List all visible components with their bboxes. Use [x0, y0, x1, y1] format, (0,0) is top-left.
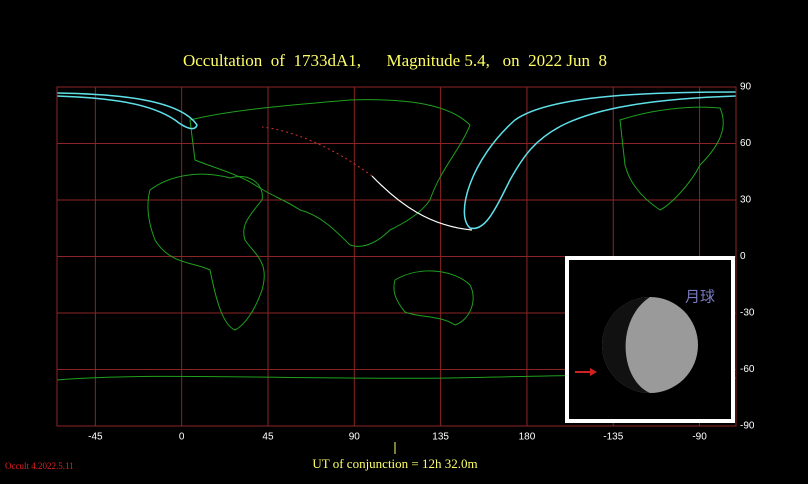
- x-tick-label: 180: [519, 432, 536, 443]
- x-tick-label: -45: [88, 432, 103, 443]
- limit-curve: [56, 92, 198, 130]
- version: Occult 4.2022.5.11: [5, 461, 74, 471]
- central-line: [371, 175, 473, 231]
- title: Occultation of 1733dA1, Magnitude 5.4, o…: [183, 51, 607, 70]
- inset-label: 月球: [685, 288, 715, 305]
- occultation-track: [56, 91, 737, 231]
- y-tick-label: 30: [740, 195, 752, 206]
- x-tick-label: 45: [262, 432, 274, 443]
- limit-curve: [463, 91, 737, 230]
- coastline: [619, 106, 724, 211]
- x-tick-label: 90: [349, 432, 361, 443]
- map-frame: [56, 86, 737, 427]
- y-tick-label: 60: [740, 138, 752, 149]
- coastline: [393, 270, 474, 326]
- y-tick-label: -90: [740, 421, 755, 432]
- moon-shadow: [602, 297, 650, 393]
- x-tick-label: 0: [179, 432, 185, 443]
- conjunction-text: UT of conjunction = 12h 32.0m: [312, 456, 477, 471]
- y-tick-label: 0: [740, 251, 746, 262]
- coastline: [189, 99, 471, 247]
- moon-inset: 月球: [565, 256, 735, 423]
- y-tick-label: 90: [740, 82, 752, 93]
- y-tick-label: -30: [740, 308, 755, 319]
- arrow-head: [590, 368, 597, 376]
- coastline: [147, 173, 265, 331]
- y-tick-label: -60: [740, 364, 755, 375]
- x-tick-label: -135: [603, 432, 623, 443]
- x-tick-label: -90: [692, 432, 707, 443]
- central-line-daylight: [261, 126, 373, 177]
- x-tick-label: 135: [432, 432, 449, 443]
